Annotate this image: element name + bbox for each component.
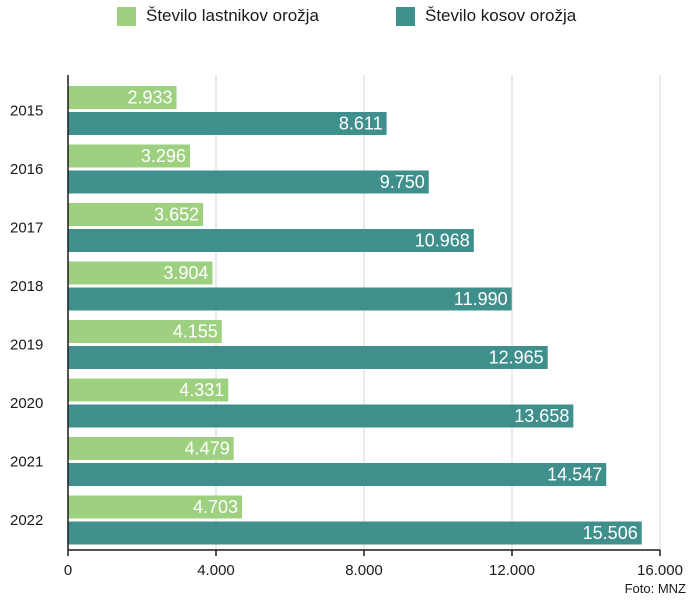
legend: Število lastnikov orožja Število kosov o…: [0, 6, 692, 32]
legend-item-owners: Število lastnikov orožja: [117, 6, 319, 26]
bar-owners-2019: [68, 320, 222, 343]
bar-weapons-2015: [68, 112, 387, 135]
value-label-weapons-2020: 13.658: [514, 406, 569, 426]
value-label-owners-2015: 2.933: [127, 88, 172, 108]
bar-owners-2020: [68, 378, 229, 402]
value-label-weapons-2021: 14.547: [547, 465, 602, 485]
photo-credit: Foto: MNZ: [624, 581, 686, 596]
category-label-2016: 2016: [10, 161, 43, 178]
value-label-weapons-2016: 9.750: [380, 172, 425, 192]
x-tick-label-3: 12.000: [489, 562, 535, 579]
bar-weapons-2022: [68, 521, 642, 545]
category-label-2015: 2015: [10, 103, 43, 120]
bar-weapons-2017: [68, 229, 474, 252]
category-label-2021: 2021: [10, 454, 43, 471]
value-label-owners-2019: 4.155: [173, 322, 218, 342]
value-label-weapons-2018: 11.990: [454, 289, 508, 309]
category-label-2019: 2019: [10, 337, 43, 354]
category-label-2022: 2022: [10, 512, 43, 529]
bar-owners-2017: [68, 203, 204, 226]
value-label-owners-2017: 3.652: [154, 205, 199, 225]
legend-swatch-weapons: [396, 6, 415, 26]
category-label-2017: 2017: [10, 220, 43, 237]
value-label-owners-2016: 3.296: [141, 146, 186, 166]
value-label-owners-2021: 4.479: [185, 439, 230, 459]
legend-swatch-owners: [117, 6, 136, 26]
bar-owners-2015: [68, 86, 177, 109]
legend-label-weapons: Število kosov orožja: [425, 6, 577, 25]
value-label-owners-2020: 4.331: [179, 380, 224, 400]
value-label-weapons-2017: 10.968: [415, 231, 470, 251]
bar-owners-2022: [68, 495, 243, 519]
bar-weapons-2020: [68, 404, 574, 428]
legend-label-owners: Število lastnikov orožja: [146, 6, 319, 25]
category-label-2020: 2020: [10, 395, 43, 412]
category-label-2018: 2018: [10, 278, 43, 295]
bar-owners-2016: [68, 144, 190, 168]
value-label-weapons-2022: 15.506: [583, 523, 638, 543]
legend-item-weapons: Število kosov orožja: [396, 6, 576, 26]
value-label-weapons-2015: 8.611: [339, 114, 383, 134]
bar-weapons-2019: [68, 346, 548, 369]
bar-weapons-2021: [68, 463, 607, 486]
x-tick-label-2: 8.000: [345, 562, 383, 579]
value-label-owners-2022: 4.703: [193, 497, 238, 517]
value-label-weapons-2019: 12.965: [489, 348, 544, 368]
bar-owners-2021: [68, 437, 234, 460]
bar-owners-2018: [68, 261, 213, 285]
bar-weapons-2018: [68, 287, 512, 311]
x-tick-label-1: 4.000: [197, 562, 235, 579]
x-tick-label-0: 0: [64, 562, 72, 579]
x-tick-label-4: 16.000: [637, 562, 683, 579]
bar-weapons-2016: [68, 170, 429, 194]
value-label-owners-2018: 3.904: [163, 263, 208, 283]
